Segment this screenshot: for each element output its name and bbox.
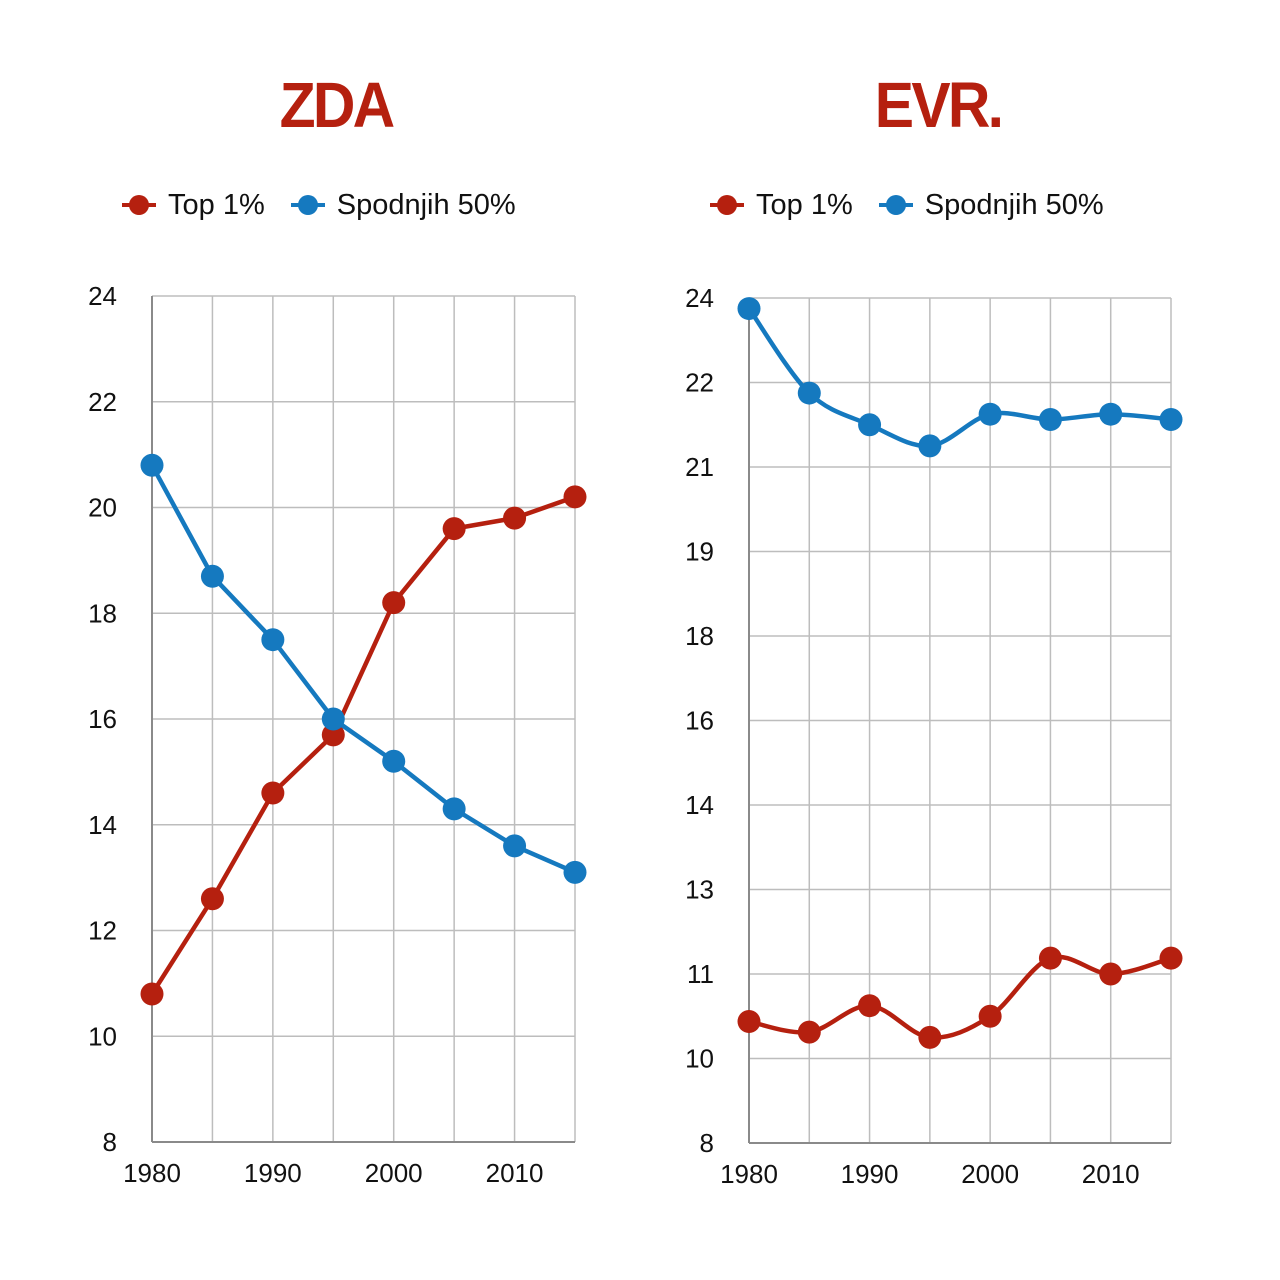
legend-marker-bottom50 <box>878 195 913 215</box>
y-tick-label: 20 <box>88 493 117 523</box>
data-point-bottom50 <box>1159 407 1183 431</box>
data-point-bottom50 <box>563 860 587 884</box>
data-point-top1 <box>1099 962 1123 986</box>
y-tick-label: 22 <box>88 387 117 417</box>
data-point-top1 <box>261 781 285 805</box>
data-point-bottom50 <box>737 297 761 321</box>
data-point-top1 <box>321 723 345 747</box>
data-point-top1 <box>918 1025 942 1049</box>
legend-label-bottom50: Spodnjih 50% <box>924 188 1104 221</box>
y-tick-label: 16 <box>685 706 714 736</box>
x-tick-label: 1990 <box>841 1159 899 1189</box>
data-point-top1 <box>978 1004 1002 1028</box>
y-tick-label: 24 <box>685 283 714 313</box>
legend-item-bottom50: Spodnjih 50% <box>290 188 516 222</box>
data-point-bottom50 <box>442 797 466 821</box>
y-tick-label: 18 <box>685 621 714 651</box>
y-tick-label: 14 <box>685 790 714 820</box>
data-point-top1 <box>1038 946 1062 970</box>
chart-title-zda: ZDA <box>279 69 395 141</box>
y-tick-label: 22 <box>685 368 714 398</box>
y-tick-label: 11 <box>687 959 714 989</box>
data-point-top1 <box>140 982 164 1006</box>
data-point-bottom50 <box>1038 407 1062 431</box>
legend-label-top1: Top 1% <box>168 188 265 221</box>
series-line-bottom50 <box>150 464 576 875</box>
y-tick-label: 16 <box>88 704 117 734</box>
legend-marker-top1 <box>710 195 744 215</box>
chart-title-evr: EVR. <box>874 69 1004 141</box>
data-point-top1 <box>1159 946 1183 970</box>
y-tick-label: 8 <box>103 1127 117 1157</box>
x-tick-label: 1980 <box>123 1158 181 1188</box>
data-point-bottom50 <box>797 381 821 405</box>
y-tick-label: 13 <box>685 875 714 905</box>
series-line-bottom50 <box>747 307 1172 449</box>
legend-item-top1: Top 1% <box>710 189 853 222</box>
data-point-top1 <box>442 517 466 541</box>
data-point-top1 <box>797 1020 821 1044</box>
x-tick-label: 2010 <box>1082 1159 1140 1189</box>
x-tick-label: 2000 <box>961 1159 1019 1189</box>
legend-label-bottom50: Spodnjih 50% <box>336 188 516 221</box>
y-tick-label: 18 <box>88 598 117 628</box>
legend-evr: Top 1% Spodnjih 50% <box>710 183 1104 227</box>
data-point-top1 <box>858 994 882 1018</box>
y-tick-label: 14 <box>88 810 117 840</box>
data-point-bottom50 <box>200 564 224 588</box>
y-tick-label: 21 <box>685 452 714 482</box>
data-point-bottom50 <box>503 834 527 858</box>
legend-zda: Top 1% Spodnjih 50% <box>122 183 516 227</box>
data-point-top1 <box>382 591 406 615</box>
y-tick-label: 24 <box>88 281 117 311</box>
y-tick-label: 10 <box>685 1044 714 1074</box>
data-point-bottom50 <box>1099 402 1123 426</box>
x-tick-label: 1990 <box>244 1158 302 1188</box>
y-tick-label: 12 <box>88 916 117 946</box>
data-point-top1 <box>200 887 224 911</box>
data-point-bottom50 <box>382 749 406 773</box>
x-tick-label: 1980 <box>720 1159 778 1189</box>
legend-marker-bottom50 <box>290 195 325 215</box>
legend-item-bottom50: Spodnjih 50% <box>878 188 1104 222</box>
y-tick-label: 19 <box>685 537 714 567</box>
y-tick-label: 8 <box>700 1128 714 1158</box>
data-point-bottom50 <box>978 402 1002 426</box>
data-point-top1 <box>563 485 587 509</box>
x-tick-label: 2000 <box>365 1158 423 1188</box>
x-tick-label: 2010 <box>486 1158 544 1188</box>
data-point-bottom50 <box>918 434 942 458</box>
legend-marker-top1 <box>122 195 156 215</box>
data-point-bottom50 <box>140 453 164 477</box>
data-point-top1 <box>503 506 527 530</box>
legend-label-top1: Top 1% <box>756 188 853 221</box>
data-point-bottom50 <box>261 628 285 652</box>
legend-item-top1: Top 1% <box>122 189 265 222</box>
data-point-top1 <box>737 1010 761 1034</box>
data-point-bottom50 <box>321 707 345 731</box>
y-tick-label: 10 <box>88 1021 117 1051</box>
data-point-bottom50 <box>858 413 882 437</box>
